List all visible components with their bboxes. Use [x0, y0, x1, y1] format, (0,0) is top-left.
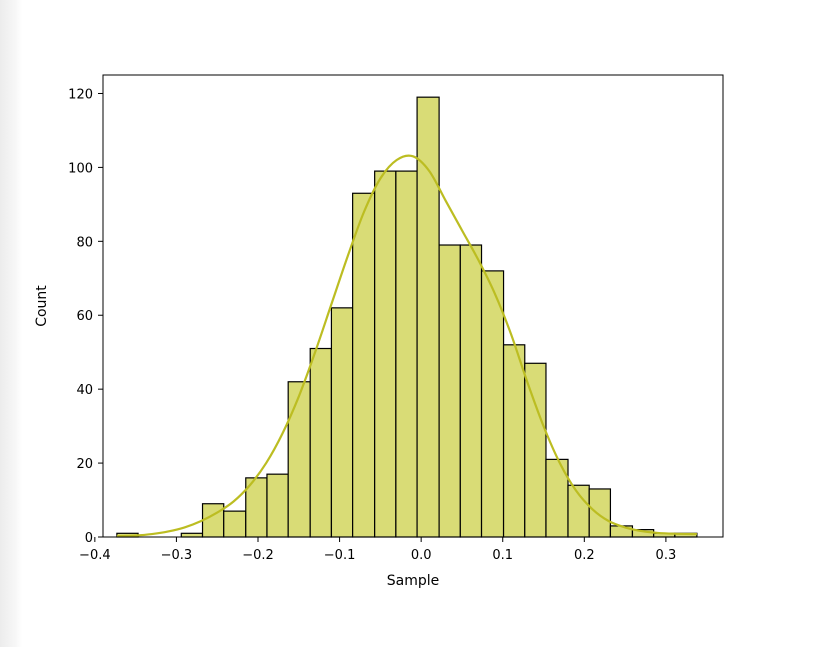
histogram-bar-13 — [395, 170, 418, 538]
y-axis-ticks: 0 20 40 60 80 100 120 — [68, 87, 103, 546]
histogram-bar-19 — [524, 362, 547, 538]
x-tick-label-6: 0.2 — [574, 548, 595, 563]
histogram-bar-4 — [201, 503, 225, 538]
histogram-bar-12 — [374, 170, 397, 538]
histogram-bar-15 — [438, 244, 461, 538]
histogram-bar-16 — [459, 244, 483, 538]
x-tick-label-3: −0.1 — [324, 548, 356, 563]
x-tick-label-5: 0.1 — [492, 548, 513, 563]
x-tick-label-4: 0.0 — [411, 548, 432, 563]
y-tick-label-2: 40 — [76, 383, 93, 398]
x-tick-label-7: 0.3 — [656, 548, 677, 563]
x-axis-label: Sample — [387, 573, 440, 589]
y-tick-label-6: 120 — [68, 87, 93, 102]
bars-layer — [116, 96, 698, 538]
histogram-bar-22 — [588, 488, 612, 538]
y-axis-label: Count — [34, 285, 50, 327]
y-tick-label-3: 60 — [76, 309, 93, 324]
y-tick-label-1: 20 — [76, 457, 93, 472]
y-tick-label-5: 100 — [68, 161, 93, 176]
kde-curve — [116, 154, 697, 538]
y-tick-label-4: 80 — [76, 235, 93, 250]
histogram-bar-7 — [266, 473, 289, 538]
histogram-bar-11 — [352, 192, 376, 538]
histogram-bar-3 — [180, 532, 204, 538]
histogram-bar-14 — [416, 96, 440, 538]
x-tick-label-0: −0.4 — [79, 548, 111, 563]
histogram-bar-8 — [287, 381, 311, 538]
histogram-bar-18 — [502, 344, 526, 538]
kde-layer — [116, 154, 697, 538]
x-tick-label-2: −0.2 — [242, 548, 274, 563]
plot-frame — [102, 74, 724, 538]
histogram-bar-9 — [309, 347, 333, 538]
histogram-bar-5 — [223, 510, 247, 538]
histogram-bar-10 — [330, 307, 354, 538]
y-tick-label-0: 0 — [85, 531, 93, 546]
histogram-bar-17 — [480, 270, 505, 538]
x-tick-label-1: −0.3 — [161, 548, 193, 563]
x-axis-ticks: −0.4 −0.3 −0.2 −0.1 0.0 0.1 0.2 0.3 — [79, 537, 676, 563]
window-left-edge — [0, 0, 22, 647]
